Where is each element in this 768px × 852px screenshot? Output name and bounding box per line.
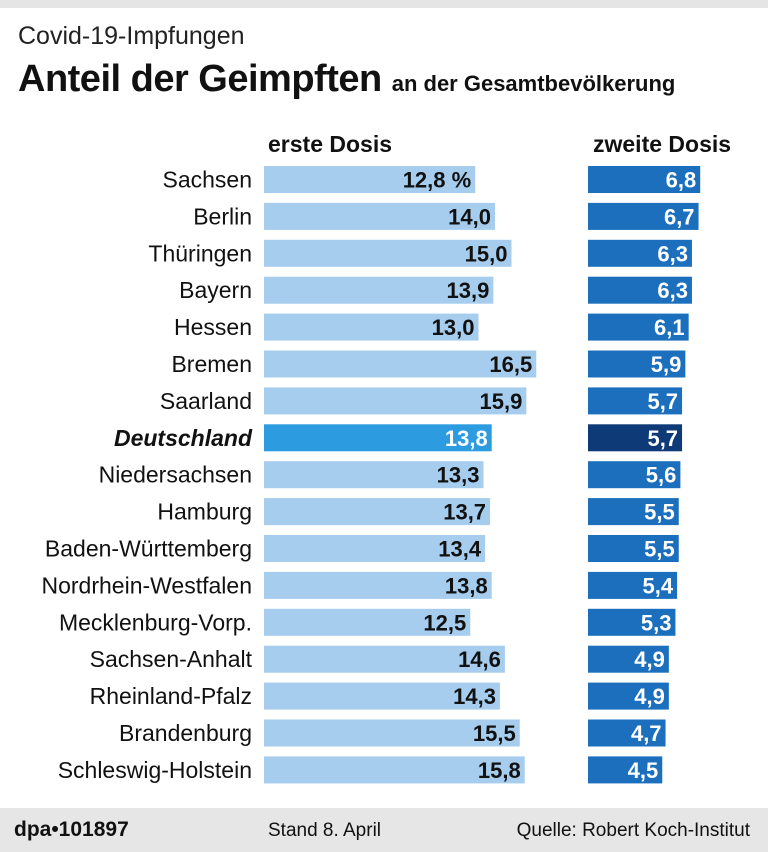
bar-first-dose	[264, 387, 527, 415]
category-label: Niedersachsen	[99, 462, 252, 488]
bar-second-dose	[588, 756, 663, 784]
bar-first-dose	[264, 461, 484, 489]
bar-first-dose	[264, 313, 479, 341]
category-label: Mecklenburg-Vorp.	[59, 609, 252, 635]
data-label-first-dose: 13,3	[437, 463, 480, 488]
data-label-second-dose: 6,3	[657, 278, 688, 303]
data-label-second-dose: 6,8	[666, 168, 697, 193]
data-label-first-dose: 15,0	[465, 241, 508, 266]
data-label-second-dose: 4,5	[628, 758, 659, 783]
data-label-first-dose: 14,0	[448, 204, 491, 229]
bar-second-dose	[588, 202, 699, 230]
category-label: Berlin	[193, 203, 252, 229]
data-label-first-dose: 13,4	[438, 537, 482, 562]
category-label: Rheinland-Pfalz	[90, 683, 252, 709]
data-label-first-dose: 16,5	[489, 352, 532, 377]
bar-second-dose	[588, 166, 701, 193]
bar-second-dose	[588, 608, 676, 636]
bar-second-dose	[588, 313, 689, 341]
data-label-second-dose: 5,3	[641, 610, 672, 635]
category-label: Hamburg	[157, 499, 252, 525]
bar-second-dose	[588, 350, 686, 378]
bar-second-dose	[588, 424, 683, 452]
bar-second-dose	[588, 276, 692, 304]
data-label-second-dose: 5,5	[644, 537, 675, 562]
data-label-first-dose: 15,9	[480, 389, 523, 414]
bar-second-dose	[588, 571, 678, 599]
bar-second-dose	[588, 645, 669, 673]
bar-first-dose	[264, 498, 491, 526]
data-label-second-dose: 6,7	[664, 204, 695, 229]
data-label-first-dose: 15,8	[478, 758, 521, 783]
data-label-second-dose: 6,1	[654, 315, 685, 340]
top-band	[0, 0, 768, 8]
data-label-first-dose: 14,3	[453, 684, 496, 709]
bar-first-dose	[264, 276, 494, 304]
bar-second-dose	[588, 498, 679, 526]
category-label: Saarland	[160, 388, 252, 414]
category-label: Bremen	[171, 351, 252, 377]
data-label-second-dose: 5,6	[646, 463, 677, 488]
bar-second-dose	[588, 239, 692, 267]
category-label: Thüringen	[148, 240, 252, 266]
category-label: Schleswig-Holstein	[58, 757, 252, 783]
bar-first-dose	[264, 682, 500, 710]
category-label: Sachsen	[162, 167, 252, 193]
chart-subtitle: Covid-19-Impfungen	[18, 22, 245, 50]
data-label-second-dose: 6,3	[657, 241, 688, 266]
bar-first-dose	[264, 350, 537, 378]
data-label-first-dose: 12,5	[423, 610, 466, 635]
bar-first-dose	[264, 239, 512, 267]
data-label-first-dose: 15,5	[473, 721, 516, 746]
category-label: Hessen	[174, 314, 252, 340]
legend-first-dose: erste Dosis	[268, 131, 393, 157]
bar-second-dose	[588, 535, 679, 562]
chart-title-suffix: an der Gesamtbevölkerung	[391, 71, 676, 96]
bar-first-dose	[264, 571, 492, 599]
data-label-first-dose: 14,6	[458, 647, 501, 672]
footer-source: Quelle: Robert Koch-Institut	[516, 820, 750, 841]
category-label: Sachsen-Anhalt	[90, 646, 253, 672]
bar-second-dose	[588, 387, 683, 415]
bar-first-dose	[264, 719, 520, 747]
category-label: Brandenburg	[119, 720, 252, 746]
bar-first-dose	[264, 424, 492, 452]
data-label-second-dose: 4,9	[634, 684, 665, 709]
data-label-first-dose: 12,8 %	[403, 168, 472, 193]
bar-second-dose	[588, 682, 669, 710]
data-label-first-dose: 13,8	[445, 573, 488, 598]
data-label-first-dose: 13,7	[443, 500, 486, 525]
bar-first-dose	[264, 608, 471, 636]
bar-first-dose	[264, 645, 505, 673]
footer-date: Stand 8. April	[268, 820, 382, 841]
data-label-first-dose: 13,8	[445, 426, 488, 451]
category-label: Baden-Württemberg	[45, 536, 252, 562]
data-label-second-dose: 5,7	[647, 426, 678, 451]
footer-id: dpa•101897	[14, 818, 129, 841]
category-label: Nordrhein-Westfalen	[41, 572, 252, 598]
data-label-second-dose: 5,9	[651, 352, 682, 377]
title-row: Anteil der Geimpften an der Gesamtbevölke…	[18, 58, 675, 101]
bar-chart: Sachsen 12,8 % 6,8 Berlin 14,0 6,7 Thüringen 15…	[41, 166, 701, 784]
data-label-second-dose: 4,7	[631, 721, 662, 746]
data-label-second-dose: 5,4	[643, 573, 674, 598]
data-label-second-dose: 5,5	[644, 500, 675, 525]
category-label: Bayern	[179, 277, 252, 303]
bar-second-dose	[588, 461, 681, 489]
bar-first-dose	[264, 202, 495, 230]
bar-second-dose	[588, 719, 666, 747]
bar-first-dose	[264, 756, 525, 784]
bar-first-dose	[264, 166, 476, 193]
data-label-first-dose: 13,9	[447, 278, 490, 303]
footer: dpa•101897 Stand 8. April Quelle: Robert…	[0, 808, 768, 852]
chart-title: Anteil der Geimpften	[18, 58, 382, 100]
legend-second-dose: zweite Dosis	[593, 131, 732, 157]
data-label-second-dose: 4,9	[634, 647, 665, 672]
category-label: Deutschland	[114, 425, 253, 451]
data-label-second-dose: 5,7	[647, 389, 678, 414]
bar-first-dose	[264, 535, 486, 562]
data-label-first-dose: 13,0	[432, 315, 475, 340]
